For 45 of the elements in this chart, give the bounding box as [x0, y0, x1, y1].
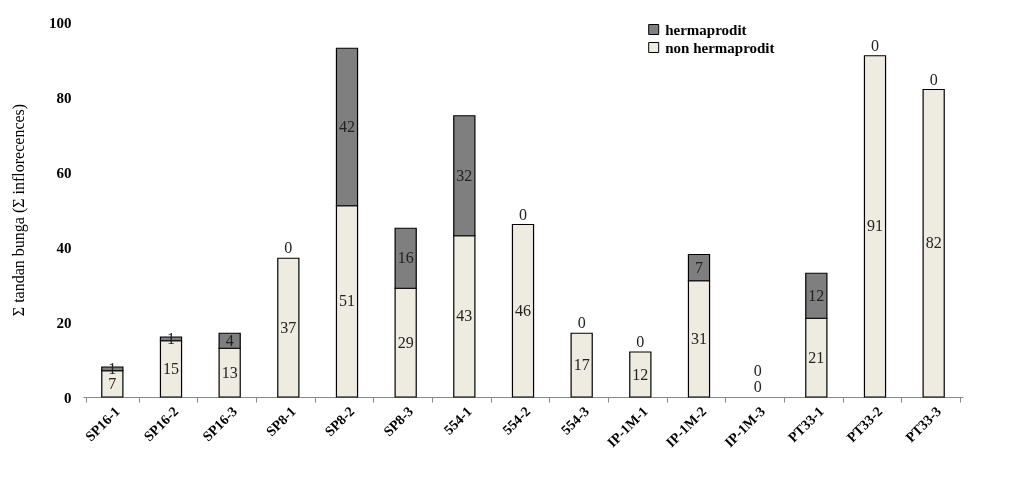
y-axis-title: Σ tandan bunga (Σ inflorecences): [10, 103, 28, 317]
data-label: 12: [808, 286, 825, 304]
data-label: 43: [456, 307, 473, 325]
data-label: 0: [284, 239, 293, 257]
data-label: 0: [636, 333, 645, 350]
data-label: 13: [221, 363, 238, 381]
data-label: 7: [695, 258, 703, 276]
data-label: 37: [280, 318, 297, 336]
data-label: 0: [519, 205, 527, 223]
data-label: 7: [108, 374, 117, 392]
data-label: 1: [167, 329, 175, 347]
data-label: 0: [577, 314, 586, 332]
bar: [629, 351, 652, 398]
y-tick-label: 0: [64, 389, 72, 406]
data-label: 82: [925, 234, 942, 252]
legend-label: non hermaprodit: [665, 39, 775, 56]
y-tick-label: 80: [56, 89, 72, 106]
bar: [570, 332, 593, 398]
data-label: 0: [929, 70, 938, 88]
bar: [863, 55, 887, 398]
data-label: 29: [397, 333, 414, 351]
y-tick-label: 20: [56, 314, 72, 331]
data-label: 21: [808, 348, 825, 366]
data-label: 1: [108, 359, 117, 377]
data-label: 4: [225, 331, 234, 349]
data-label: 91: [867, 217, 883, 235]
data-label: 0: [753, 378, 762, 395]
data-label: 17: [573, 356, 590, 374]
data-label: 12: [632, 365, 649, 383]
y-tick-label: 40: [56, 239, 72, 256]
bar: [922, 88, 945, 398]
data-label: 32: [456, 166, 473, 184]
data-label: 51: [339, 292, 355, 310]
y-tick-label: 100: [49, 14, 72, 31]
data-label: 42: [339, 118, 355, 135]
data-label: 0: [753, 362, 762, 379]
data-label: 46: [515, 301, 531, 319]
y-tick-label: 60: [56, 164, 72, 181]
data-label: 15: [163, 359, 179, 377]
data-label: 16: [397, 249, 414, 267]
bar: [511, 223, 535, 398]
data-label: 31: [691, 329, 707, 347]
data-label: 0: [871, 36, 879, 54]
bar: [277, 257, 300, 398]
legend-label: hermaprodit: [665, 21, 747, 38]
